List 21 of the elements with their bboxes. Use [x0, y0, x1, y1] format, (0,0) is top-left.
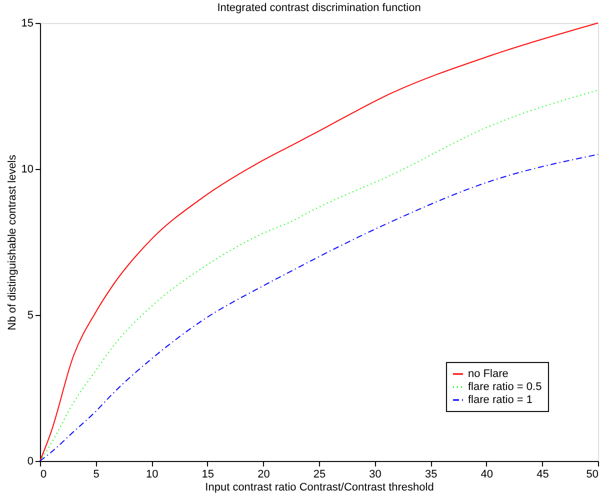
x-tick-label: 5 — [93, 468, 100, 480]
x-tick-label: 10 — [146, 468, 158, 480]
y-tick-label: 15 — [21, 18, 34, 30]
x-tick-label: 30 — [369, 468, 382, 480]
x-tick-label: 35 — [424, 468, 438, 480]
legend-label: flare ratio = 0.5 — [468, 381, 542, 393]
x-tick-label: 25 — [313, 468, 326, 480]
chart-title: Integrated contrast discrimination function — [217, 2, 421, 14]
x-tick-label: 45 — [536, 468, 549, 480]
x-tick-label: 20 — [258, 468, 270, 480]
y-axis-title: Nb of distinguishable contrast levels — [6, 154, 18, 330]
legend-label: flare ratio = 1 — [468, 394, 533, 406]
x-tick-label: 40 — [480, 468, 494, 480]
x-axis-title: Input contrast ratio Contrast/Contrast threshold — [205, 482, 434, 494]
x-tick-label: 15 — [202, 468, 214, 480]
x-tick-label: 0 — [40, 468, 47, 480]
y-tick-label: 10 — [21, 164, 34, 176]
x-tick-label: 50 — [586, 468, 598, 480]
y-tick-label: 5 — [27, 310, 34, 322]
legend-label: no Flare — [468, 368, 508, 380]
y-tick-label: 0 — [27, 456, 34, 468]
